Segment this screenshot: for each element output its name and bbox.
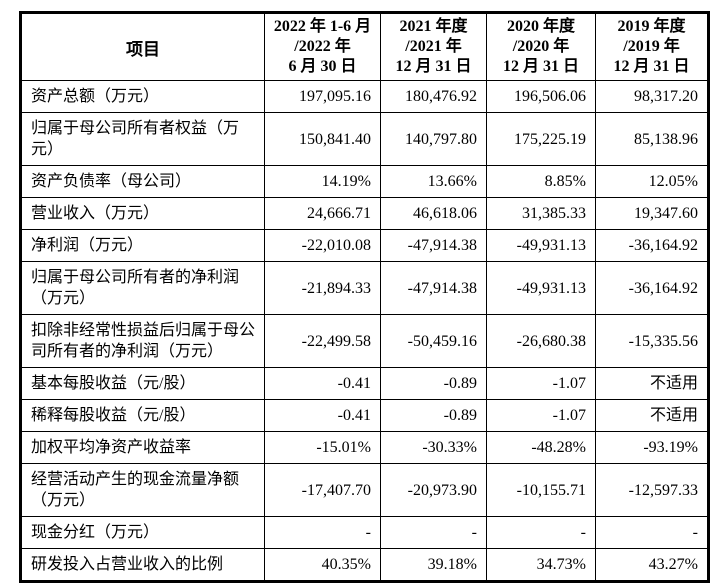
- cell-value: 196,506.06: [486, 80, 596, 113]
- cell-value: -10,155.71: [486, 463, 596, 517]
- cell-value: 14.19%: [264, 165, 381, 198]
- table-row: 归属于母公司所有者的净利润（万元） -21,894.33 -47,914.38 -49…: [20, 261, 709, 315]
- cell-value: -0.89: [380, 399, 487, 432]
- header-item-column: 项目: [20, 12, 265, 81]
- cell-value: -49,931.13: [486, 229, 596, 262]
- cell-value: -47,914.38: [380, 261, 487, 315]
- row-label: 扣除非经常性损益后归属于母公司所有者的净利润（万元）: [20, 314, 265, 368]
- cell-value: 140,797.80: [380, 112, 487, 166]
- row-label: 加权平均净资产收益率: [20, 431, 265, 464]
- cell-value: -: [595, 516, 709, 549]
- cell-value: 150,841.40: [264, 112, 381, 166]
- table-row: 营业收入（万元） 24,666.71 46,618.06 31,385.33 19,34…: [20, 197, 709, 230]
- cell-value: 175,225.19: [486, 112, 596, 166]
- cell-value: 85,138.96: [595, 112, 709, 166]
- cell-value: -: [380, 516, 487, 549]
- table-row: 归属于母公司所有者权益（万元） 150,841.40 140,797.80 175,2…: [20, 112, 709, 166]
- header-period-line: 12 月 31 日: [502, 58, 579, 75]
- cell-value: 8.85%: [486, 165, 596, 198]
- header-period-line: 2020 年度: [506, 18, 575, 35]
- row-label: 资产负债率（母公司）: [20, 165, 265, 198]
- row-label: 归属于母公司所有者权益（万元）: [20, 112, 265, 166]
- cell-value: -20,973.90: [380, 463, 487, 517]
- cell-value: -49,931.13: [486, 261, 596, 315]
- table-row: 资产负债率（母公司） 14.19% 13.66% 8.85% 12.05%: [20, 165, 709, 198]
- table-row: 稀释每股收益（元/股） -0.41 -0.89 -1.07 不适用: [20, 399, 709, 432]
- cell-value: -1.07: [486, 399, 596, 432]
- cell-value: -22,499.58: [264, 314, 381, 368]
- cell-value: -15,335.56: [595, 314, 709, 368]
- header-period-line: /2022 年: [294, 38, 351, 55]
- cell-value: 43.27%: [595, 548, 709, 582]
- cell-value: -12,597.33: [595, 463, 709, 517]
- cell-value: 24,666.71: [264, 197, 381, 230]
- cell-value: -48.28%: [486, 431, 596, 464]
- header-period-2: 2020 年度/2020 年 12 月 31 日: [486, 12, 596, 81]
- row-label: 归属于母公司所有者的净利润（万元）: [20, 261, 265, 315]
- cell-value: -: [486, 516, 596, 549]
- cell-value: 180,476.92: [380, 80, 487, 113]
- cell-value: 12.05%: [595, 165, 709, 198]
- row-label: 基本每股收益（元/股）: [20, 367, 265, 400]
- row-label: 资产总额（万元）: [20, 80, 265, 113]
- cell-value: 13.66%: [380, 165, 487, 198]
- header-period-line: 12 月 31 日: [395, 58, 472, 75]
- row-label: 现金分红（万元）: [20, 516, 265, 549]
- financial-summary-table: 项目 2022 年 1-6 月/2022 年 6 月 30 日 2021 年度/20…: [19, 11, 710, 583]
- cell-value: -21,894.33: [264, 261, 381, 315]
- cell-value: 39.18%: [380, 548, 487, 582]
- table-row: 加权平均净资产收益率 -15.01% -30.33% -48.28% -93.19%: [20, 431, 709, 464]
- cell-value: -50,459.16: [380, 314, 487, 368]
- cell-value: -30.33%: [380, 431, 487, 464]
- row-label: 经营活动产生的现金流量净额（万元）: [20, 463, 265, 517]
- cell-value: -26,680.38: [486, 314, 596, 368]
- header-row: 项目 2022 年 1-6 月/2022 年 6 月 30 日 2021 年度/20…: [20, 12, 709, 81]
- cell-value: -36,164.92: [595, 261, 709, 315]
- row-label: 稀释每股收益（元/股）: [20, 399, 265, 432]
- cell-value: -93.19%: [595, 431, 709, 464]
- cell-value: -17,407.70: [264, 463, 381, 517]
- table-row: 经营活动产生的现金流量净额（万元） -17,407.70 -20,973.90 -10…: [20, 463, 709, 517]
- cell-value: -0.41: [264, 399, 381, 432]
- cell-value: 197,095.16: [264, 80, 381, 113]
- table-row: 现金分红（万元） - - - -: [20, 516, 709, 549]
- header-period-line: 2022 年 1-6 月: [273, 18, 372, 35]
- header-period-0: 2022 年 1-6 月/2022 年 6 月 30 日: [264, 12, 381, 81]
- row-label: 研发投入占营业收入的比例: [20, 548, 265, 582]
- header-period-3: 2019 年度/2019 年 12 月 31 日: [595, 12, 709, 81]
- header-period-line: 2021 年度: [399, 18, 468, 35]
- table-row: 扣除非经常性损益后归属于母公司所有者的净利润（万元） -22,499.58 -50,…: [20, 314, 709, 368]
- table-row: 净利润（万元） -22,010.08 -47,914.38 -49,931.13 -36…: [20, 229, 709, 262]
- cell-value: 46,618.06: [380, 197, 487, 230]
- cell-value: 34.73%: [486, 548, 596, 582]
- cell-value: -15.01%: [264, 431, 381, 464]
- cell-value: -22,010.08: [264, 229, 381, 262]
- table-row: 资产总额（万元） 197,095.16 180,476.92 196,506.06 98…: [20, 80, 709, 113]
- cell-value: 31,385.33: [486, 197, 596, 230]
- cell-value: -0.89: [380, 367, 487, 400]
- cell-value: 40.35%: [264, 548, 381, 582]
- header-period-line: 12 月 31 日: [613, 58, 690, 75]
- cell-value: 不适用: [595, 399, 709, 432]
- cell-value: -1.07: [486, 367, 596, 400]
- row-label: 营业收入（万元）: [20, 197, 265, 230]
- cell-value: -36,164.92: [595, 229, 709, 262]
- cell-value: -: [264, 516, 381, 549]
- header-period-line: /2019 年: [623, 38, 680, 55]
- cell-value: -47,914.38: [380, 229, 487, 262]
- cell-value: -0.41: [264, 367, 381, 400]
- header-period-line: /2021 年: [405, 38, 462, 55]
- row-label: 净利润（万元）: [20, 229, 265, 262]
- header-period-line: 6 月 30 日: [288, 58, 357, 75]
- cell-value: 19,347.60: [595, 197, 709, 230]
- cell-value: 98,317.20: [595, 80, 709, 113]
- header-period-1: 2021 年度/2021 年 12 月 31 日: [380, 12, 487, 81]
- table-row: 研发投入占营业收入的比例 40.35% 39.18% 34.73% 43.27%: [20, 548, 709, 582]
- cell-value: 不适用: [595, 367, 709, 400]
- table-body: 资产总额（万元） 197,095.16 180,476.92 196,506.06 98…: [20, 80, 709, 582]
- header-period-line: /2020 年: [512, 38, 570, 55]
- header-period-line: 2019 年度: [617, 18, 686, 35]
- table-row: 基本每股收益（元/股） -0.41 -0.89 -1.07 不适用: [20, 367, 709, 400]
